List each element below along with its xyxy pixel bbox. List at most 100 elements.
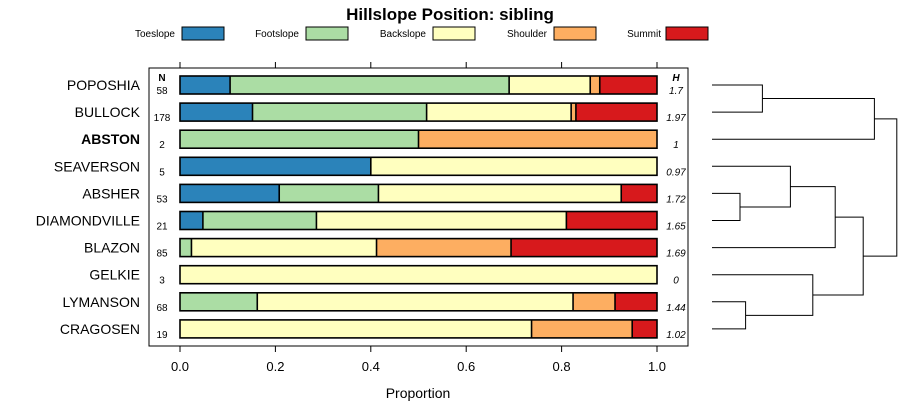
bar-segment-shoulder (573, 292, 616, 311)
bar-segment-toeslope (180, 103, 253, 122)
bar-row-poposhia: POPOSHIA 58 1.7 (67, 75, 683, 97)
bar-segment-toeslope (180, 211, 203, 230)
bar-segment-shoulder (376, 238, 512, 257)
bar-segment-summit (575, 103, 657, 122)
h-value: 1.02 (666, 330, 686, 341)
n-value: 58 (156, 86, 168, 97)
h-value: 1.72 (666, 194, 686, 205)
n-column-header: N (158, 73, 165, 84)
legend-label-footslope: Footslope (255, 29, 299, 40)
bar-segment-shoulder (531, 319, 633, 338)
bar-segment-footslope (230, 76, 510, 94)
bar-row-abston: ABSTON 2 1 (81, 129, 679, 151)
bar-segment-footslope (202, 211, 317, 230)
soil-label: POPOSHIA (67, 77, 141, 93)
bar-segment-backslope (257, 292, 574, 311)
bar-segment-footslope (180, 130, 419, 149)
x-axis-title: Proportion (386, 385, 451, 401)
legend: Toeslope Footslope Backslope Shoulder Summit (135, 26, 709, 41)
bar-segment-summit (615, 292, 657, 311)
bar-segment-backslope (316, 211, 567, 230)
legend-swatch-backslope (432, 26, 476, 41)
x-tick-label: 0.2 (266, 359, 284, 374)
bar-rows: POPOSHIA 58 1.7 BULLOCK 178 1.97 ABSTON 2 1 SEAVE… (36, 75, 686, 341)
bar-segment-footslope (180, 292, 258, 311)
x-tick-label: 0.4 (362, 359, 380, 374)
x-tick-label: 0.6 (457, 359, 475, 374)
bar-row-gelkie: GELKIE 3 0 (89, 264, 679, 287)
legend-label-toeslope: Toeslope (135, 29, 175, 40)
bar-segment-summit (511, 238, 657, 257)
bar-row-bullock: BULLOCK 178 1.97 (75, 102, 686, 124)
h-column-header: H (672, 73, 680, 84)
h-value: 1.65 (666, 222, 686, 233)
soil-label: GELKIE (89, 267, 140, 283)
dendrogram (712, 84, 898, 330)
dendrogram-branch (712, 84, 763, 113)
x-axis: 0.0 0.2 0.4 0.6 0.8 1.0 (171, 346, 666, 374)
bar-segment-summit (632, 319, 657, 338)
bar-segment-footslope (279, 184, 379, 203)
legend-swatch-footslope (305, 26, 349, 41)
n-value: 5 (159, 167, 165, 178)
bar-segment-backslope (180, 265, 657, 284)
bar-outline (179, 237, 658, 258)
dendrogram-branch (712, 186, 836, 249)
bar-outline (179, 102, 658, 122)
soil-label: SEAVERSON (54, 158, 140, 174)
dendrogram-branch (812, 216, 864, 296)
bar-outline (179, 291, 658, 312)
soil-label: CRAGOSEN (60, 321, 140, 337)
n-value: 53 (156, 194, 168, 205)
h-value: 1.69 (666, 249, 686, 260)
bar-segment-backslope (180, 319, 532, 338)
legend-label-summit: Summit (627, 29, 661, 40)
bar-segment-backslope (191, 238, 377, 257)
chart-title: Hillslope Position: sibling (346, 5, 554, 24)
bar-outline (179, 156, 658, 177)
bar-segment-backslope (509, 76, 591, 94)
bar-row-blazon: BLAZON 85 1.69 (84, 237, 686, 260)
legend-label-shoulder: Shoulder (507, 29, 548, 40)
legend-swatch-summit (665, 26, 709, 41)
soil-label: LYMANSON (62, 294, 140, 310)
x-tick-label: 0.8 (553, 359, 571, 374)
dendrogram-branch (712, 98, 875, 140)
n-value: 19 (156, 330, 168, 341)
dendrogram-branch (712, 274, 814, 316)
bar-outline (179, 319, 658, 339)
legend-label-backslope: Backslope (380, 29, 427, 40)
soil-label: BLAZON (84, 240, 140, 256)
bar-outline (179, 264, 658, 285)
h-value: 1.44 (666, 303, 686, 314)
n-value: 21 (156, 222, 168, 233)
n-value: 68 (156, 303, 168, 314)
dendrogram-branch (863, 118, 898, 257)
bar-outline (179, 129, 658, 149)
n-value: 2 (159, 140, 165, 151)
bar-segment-footslope (180, 238, 192, 257)
h-value: 0.97 (666, 167, 686, 178)
soil-label: ABSTON (81, 131, 140, 147)
bar-segment-toeslope (180, 157, 371, 176)
n-value: 178 (154, 113, 171, 124)
bar-outline (179, 183, 658, 204)
bar-segment-shoulder (418, 130, 657, 149)
bar-segment-toeslope (180, 76, 231, 94)
bar-segment-backslope (370, 157, 657, 176)
plot-frame (148, 67, 689, 347)
x-tick-label: 0.0 (171, 359, 189, 374)
h-value: 1.7 (669, 86, 683, 97)
bar-outline (179, 75, 658, 95)
bar-segment-shoulder (590, 76, 600, 94)
bar-row-absher: ABSHER 53 1.72 (82, 183, 686, 205)
bar-segment-summit (599, 76, 657, 94)
bar-segment-summit (566, 211, 657, 230)
bar-segment-backslope (378, 184, 622, 203)
dendrogram-branch (712, 165, 791, 208)
legend-swatch-shoulder (553, 26, 597, 41)
soil-label: DIAMONDVILLE (36, 213, 140, 229)
bar-segment-toeslope (180, 184, 280, 203)
